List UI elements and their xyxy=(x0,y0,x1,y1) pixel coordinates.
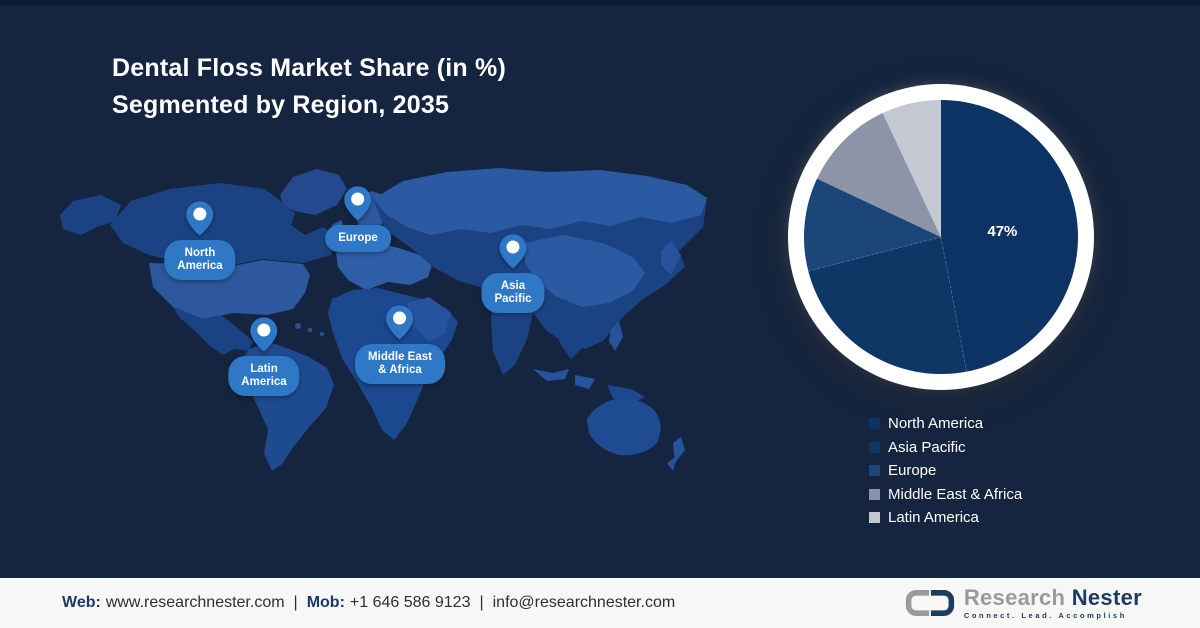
pin-label-europe: Europe xyxy=(325,225,391,252)
region-philippines xyxy=(609,321,623,351)
separator: | xyxy=(293,594,298,611)
pie-chart: 47% xyxy=(771,67,1111,407)
legend-item-latin-america: Latin America xyxy=(869,506,1022,530)
pie-legend: North America Asia Pacific Europe Middle Ea… xyxy=(869,412,1022,530)
region-arabia xyxy=(407,297,451,342)
logo-name-research: Research xyxy=(963,584,1066,610)
region-se-asia xyxy=(553,303,591,359)
web-label: Web: xyxy=(62,594,101,611)
legend-swatch xyxy=(869,488,880,500)
region-caribbean xyxy=(307,327,313,333)
pin-label-line: Pacific xyxy=(494,293,532,305)
map-pin-north-america: North America xyxy=(164,201,236,280)
pie-slices: 47% xyxy=(804,100,1078,375)
legend-swatch xyxy=(869,418,880,430)
pin-label-latin-america: Latin America xyxy=(228,356,300,396)
continent-greenland xyxy=(280,169,347,215)
pie-slice-middle-east-africa xyxy=(817,113,941,237)
pin-label-line: America xyxy=(241,376,287,388)
map-pin-europe: Europe xyxy=(325,186,391,252)
region-indonesia xyxy=(575,375,595,389)
pie-chart-svg: 47% xyxy=(788,84,1094,390)
region-japan xyxy=(661,241,681,275)
map-pin-middle-east-africa: Middle East & Africa xyxy=(355,305,445,384)
pie-value-label: 47% xyxy=(987,223,1017,240)
pin-label-middle-east-africa: Middle East & Africa xyxy=(355,344,445,384)
region-mexico-central-america xyxy=(173,307,253,355)
pin-marker-icon xyxy=(499,234,527,269)
legend-label: Europe xyxy=(888,462,937,480)
web-value: www.researchnester.com xyxy=(105,594,285,611)
region-china xyxy=(525,235,645,307)
legend-label: Middle East & Africa xyxy=(888,485,1023,503)
legend-item-europe: Europe xyxy=(869,459,1022,483)
email-value: info@researchnester.com xyxy=(492,594,676,611)
pin-marker-icon xyxy=(250,317,278,352)
continent-europe xyxy=(336,242,433,290)
research-nester-logo: Research Nester Connect. Lead. Accomplis… xyxy=(904,584,1142,620)
legend-label: Asia Pacific xyxy=(888,438,966,456)
legend-item-asia-pacific: Asia Pacific xyxy=(869,436,1022,460)
pin-label-line: America xyxy=(177,260,223,272)
footer-bar: Web: www.researchnester.com | Mob: +1 646 58… xyxy=(0,578,1200,628)
separator: | xyxy=(479,594,484,611)
title-line-2: Segmented by Region, 2035 xyxy=(112,91,450,119)
pin-label-line: Middle East xyxy=(368,351,432,363)
legend-swatch xyxy=(869,465,880,477)
legend-item-north-america: North America xyxy=(869,412,1022,436)
map-pin-asia-pacific: Asia Pacific xyxy=(481,234,545,313)
mob-label: Mob: xyxy=(306,594,345,611)
region-caribbean xyxy=(320,332,324,336)
region-caribbean xyxy=(295,323,301,329)
logo-links-icon xyxy=(905,590,954,616)
legend-label: North America xyxy=(888,415,984,433)
continent-australia xyxy=(587,398,661,456)
pin-marker-icon xyxy=(386,305,414,340)
pin-label-north-america: North America xyxy=(164,240,236,280)
pin-label-asia-pacific: Asia Pacific xyxy=(481,273,545,313)
logo-name-nester: Nester xyxy=(1071,584,1142,610)
logo-name: Research Nester xyxy=(963,584,1142,610)
pie-slice-north-america xyxy=(941,100,1078,372)
region-indonesia xyxy=(533,369,569,381)
region-new-zealand xyxy=(673,437,685,463)
pie-slice-asia-pacific xyxy=(808,237,967,375)
pin-marker-icon xyxy=(344,186,372,221)
title-line-1: Dental Floss Market Share (in %) xyxy=(112,54,506,82)
pin-label-line: & Africa xyxy=(378,364,422,376)
region-russia xyxy=(373,168,707,235)
map-pin-latin-america: Latin America xyxy=(228,317,300,396)
region-new-guinea xyxy=(607,385,645,404)
legend-label: Latin America xyxy=(888,509,979,527)
pin-label-line: Asia xyxy=(500,280,526,292)
legend-swatch xyxy=(869,512,880,524)
contact-line: Web: www.researchnester.com | Mob: +1 646 58… xyxy=(62,594,675,612)
pin-label-line: North xyxy=(184,247,216,259)
pin-marker-icon xyxy=(186,201,214,236)
logo-tagline: Connect. Lead. Accomplish xyxy=(963,610,1127,620)
region-new-zealand xyxy=(667,456,677,471)
legend-swatch xyxy=(869,441,880,453)
pie-slice-europe xyxy=(804,178,941,272)
logo-text-block: Research Nester Connect. Lead. Accomplis… xyxy=(963,584,1142,620)
region-alaska xyxy=(60,195,121,235)
mob-value: +1 646 586 9123 xyxy=(349,594,471,611)
page-title: Dental Floss Market Share (in %) Segment… xyxy=(112,50,506,124)
legend-item-middle-east-africa: Middle East & Africa xyxy=(869,483,1022,507)
top-strip xyxy=(0,0,1200,5)
pin-label-line: Latin xyxy=(250,363,278,375)
pie-slice-latin-america xyxy=(882,100,941,237)
pin-label-line: Europe xyxy=(338,232,378,244)
